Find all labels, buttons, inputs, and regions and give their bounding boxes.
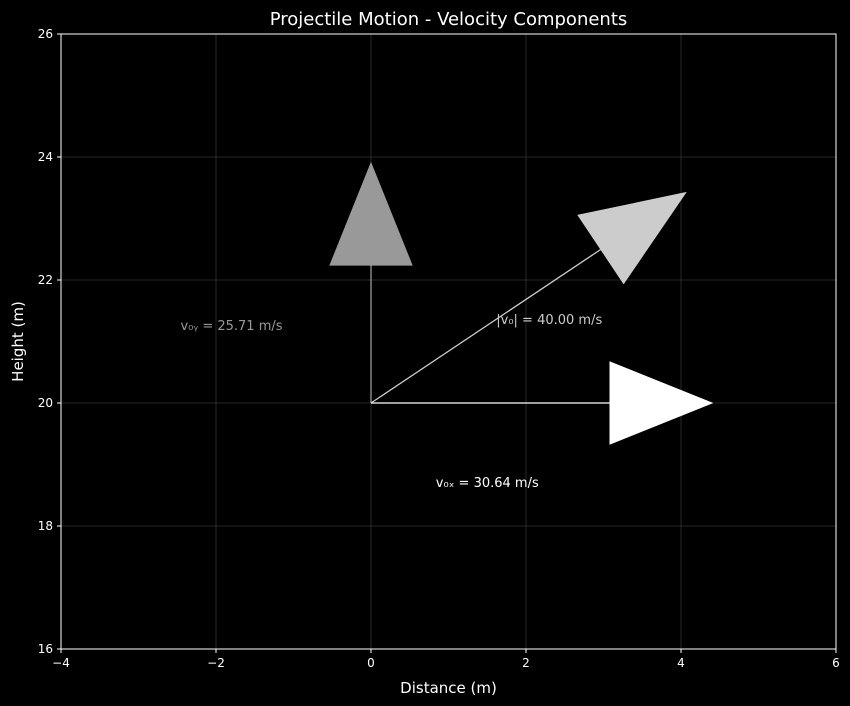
x-tick-label: 2 xyxy=(522,656,530,670)
x-tick-label: −2 xyxy=(207,656,225,670)
x-axis-ticks: −4 −2 0 2 4 6 xyxy=(52,649,840,670)
x-tick-label: 6 xyxy=(832,656,840,670)
y-tick-label: 24 xyxy=(38,150,53,164)
x-tick-label: −4 xyxy=(52,656,70,670)
vector-shaft-v xyxy=(370,248,602,404)
y-tick-label: 26 xyxy=(38,27,53,41)
vector-label-vy: v₀ᵧ = 25.71 m/s xyxy=(180,319,282,334)
vector-head-vy xyxy=(329,161,413,266)
vector-head-vx xyxy=(609,361,714,445)
x-axis-label: Distance (m) xyxy=(400,679,497,697)
axes-frame xyxy=(60,33,837,650)
vector-head-v xyxy=(577,191,687,285)
x-tick-label: 0 xyxy=(367,656,375,670)
y-axis-ticks: 16 18 20 22 24 26 xyxy=(38,27,61,656)
y-tick-label: 20 xyxy=(38,396,53,410)
vector-label-v: |v₀| = 40.00 m/s xyxy=(496,313,602,328)
y-tick-label: 22 xyxy=(38,273,53,287)
velocity-vectors xyxy=(329,161,714,445)
y-tick-label: 18 xyxy=(38,519,53,533)
y-axis-label: Height (m) xyxy=(9,301,27,382)
chart-title: Projectile Motion - Velocity Components xyxy=(270,9,628,30)
x-tick-label: 4 xyxy=(677,656,685,670)
vector-labels: v₀ᵧ = 25.71 m/s |v₀| = 40.00 m/s v₀ₓ = 30.… xyxy=(180,313,602,491)
y-tick-label: 16 xyxy=(38,642,53,656)
vector-label-vx: v₀ₓ = 30.64 m/s xyxy=(436,476,539,491)
